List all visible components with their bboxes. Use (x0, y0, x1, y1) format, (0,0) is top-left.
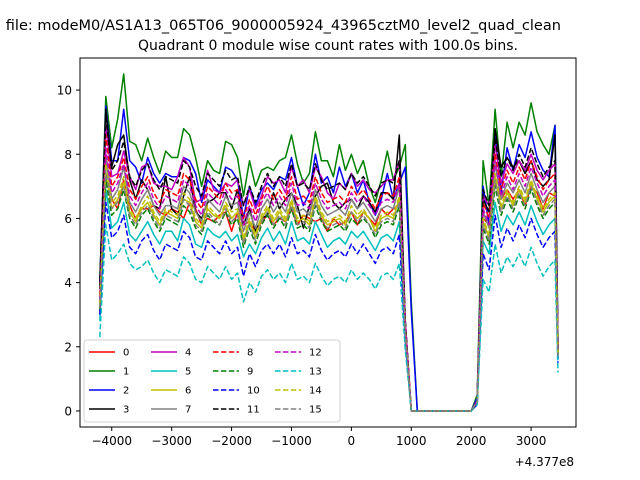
x-tick-label: 3000 (516, 434, 547, 448)
legend-label-3: 3 (123, 405, 129, 416)
series-line-7 (99, 156, 559, 412)
x-tick-label: 1000 (396, 434, 427, 448)
legend-label-4: 4 (185, 348, 191, 359)
series-line-6 (99, 172, 559, 412)
y-tick-label: 6 (64, 212, 72, 226)
series-line-5 (99, 188, 559, 412)
legend-box (83, 339, 341, 423)
x-tick-label: −2000 (211, 434, 252, 448)
series-line-10 (99, 201, 559, 412)
legend-label-13: 13 (309, 367, 322, 378)
legend-label-10: 10 (247, 386, 260, 397)
x-axis: −4000 −3000 −2000 −1000 0 1000 2000 3000 (91, 427, 546, 448)
y-tick-label: 8 (64, 148, 72, 162)
legend-label-2: 2 (123, 386, 129, 397)
figure-suptitle: n file: modeM0/AS1A13_065T06_9000005924_… (0, 18, 561, 34)
legend-label-7: 7 (185, 405, 191, 416)
legend-label-9: 9 (247, 367, 253, 378)
legend-label-8: 8 (247, 348, 253, 359)
y-tick-label: 10 (57, 84, 72, 98)
y-tick-label: 2 (64, 340, 72, 354)
legend-label-6: 6 (185, 386, 191, 397)
x-offset-label: +4.377e8 (515, 455, 574, 469)
y-axis: 0 2 4 6 8 10 (57, 84, 80, 418)
series-line-12 (99, 147, 559, 412)
series-line-14 (99, 163, 559, 412)
series-line-1 (99, 73, 559, 412)
legend-label-11: 11 (247, 405, 260, 416)
series-layer (99, 73, 559, 412)
series-line-15 (99, 169, 559, 412)
x-tick-label: −3000 (151, 434, 192, 448)
legend-label-12: 12 (309, 348, 322, 359)
series-line-11 (99, 115, 559, 412)
legend-label-14: 14 (309, 386, 322, 397)
chart-title: Quadrant 0 module wise count rates with … (138, 38, 518, 54)
x-tick-label: −4000 (91, 434, 132, 448)
x-tick-label: 2000 (456, 434, 487, 448)
legend-label-15: 15 (309, 405, 322, 416)
series-line-13 (99, 224, 559, 412)
series-line-9 (99, 179, 559, 412)
legend-label-5: 5 (185, 367, 191, 378)
y-tick-label: 4 (64, 276, 72, 290)
y-tick-label: 0 (64, 404, 72, 418)
series-line-8 (99, 134, 559, 412)
x-tick-label: −1000 (271, 434, 312, 448)
series-line-4 (99, 124, 559, 412)
legend-label-1: 1 (123, 367, 129, 378)
plot-frame (79, 57, 577, 428)
x-tick-label: 0 (348, 434, 356, 448)
legend-label-0: 0 (123, 348, 129, 359)
